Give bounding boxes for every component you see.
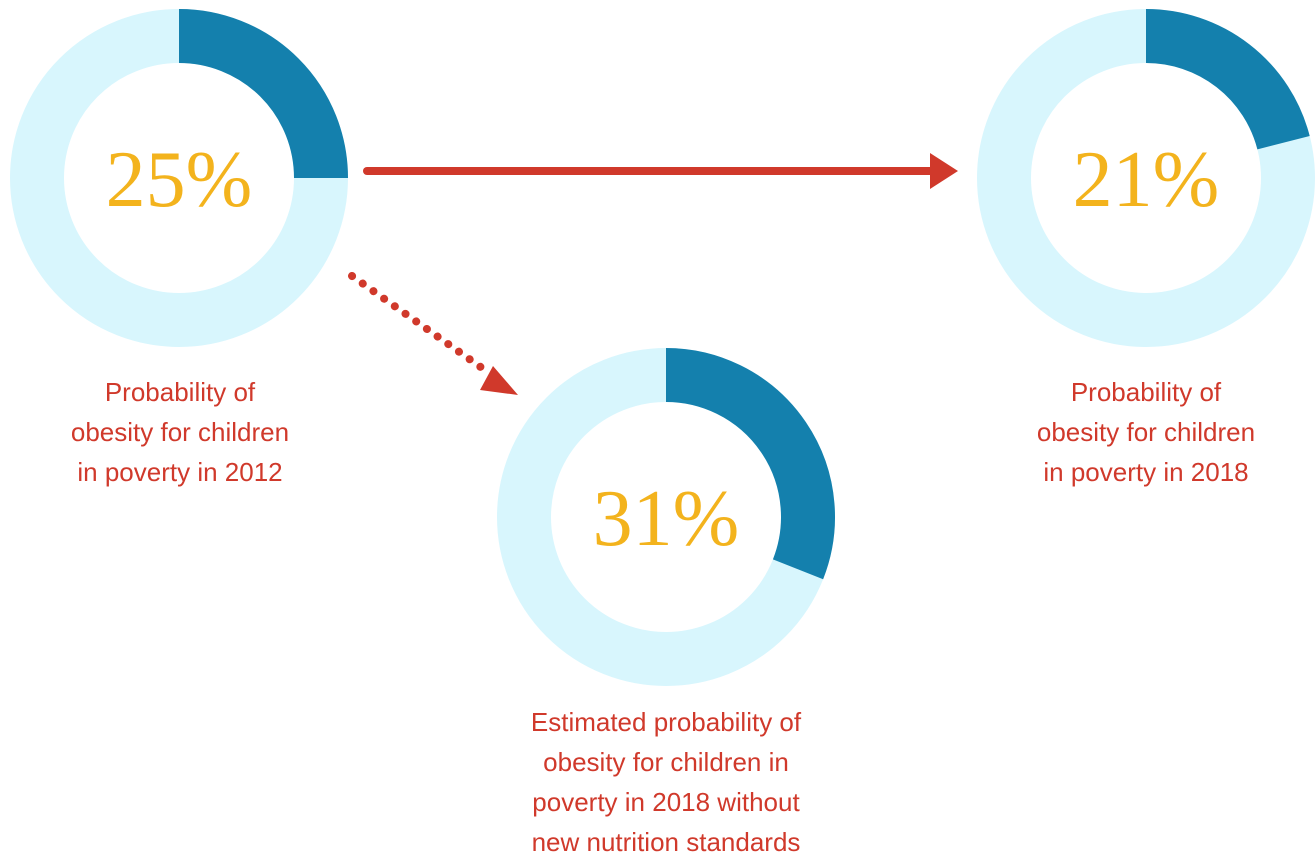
percent-label-2018: 21%: [1073, 136, 1220, 224]
caption-2018-estimated: Estimated probability of obesity for chi…: [530, 707, 802, 857]
solid-arrow-2012-to-2018: [363, 153, 958, 189]
donut-filled-2018: [1145, 9, 1310, 151]
dotted-arrow-head: [480, 366, 518, 395]
solid-arrow-head: [930, 153, 958, 189]
caption-2018: Probability of obesity for children in p…: [1036, 377, 1256, 487]
donut-2018-estimated: 31%: [497, 348, 835, 686]
dotted-arrow-2012-to-estimated: [348, 272, 518, 395]
donut-filled-2018-estimated: [665, 348, 835, 580]
dotted-arrow-line: [348, 272, 486, 372]
donut-2012: 25%: [10, 9, 348, 347]
donut-filled-2012: [178, 9, 348, 179]
percent-label-2018-estimated: 31%: [593, 475, 740, 563]
percent-label-2012: 25%: [106, 136, 253, 224]
caption-2012: Probability of obesity for children in p…: [70, 377, 290, 487]
donut-2018: 21%: [977, 9, 1315, 347]
